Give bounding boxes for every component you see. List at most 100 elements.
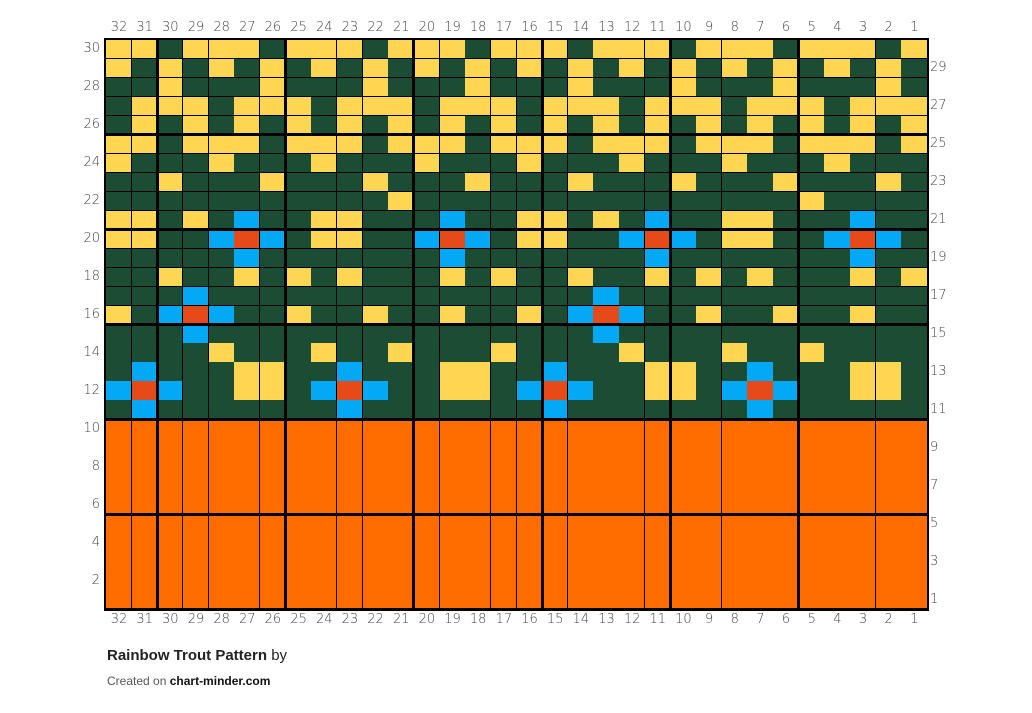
stitch-cell xyxy=(388,77,415,98)
stitch-cell xyxy=(182,438,210,458)
stitch-cell xyxy=(388,191,415,212)
stitch-cell xyxy=(413,590,441,610)
stitch-cell xyxy=(362,58,389,79)
stitch-cell xyxy=(234,590,261,610)
stitch-cell xyxy=(696,248,723,269)
column-label: 16 xyxy=(521,20,538,35)
stitch-cell xyxy=(234,571,261,591)
stitch-cell xyxy=(439,172,466,193)
stitch-cell xyxy=(439,134,466,155)
stitch-cell xyxy=(285,571,312,591)
stitch-cell xyxy=(644,571,671,591)
stitch-cell xyxy=(542,438,569,458)
stitch-cell xyxy=(208,248,235,269)
stitch-cell xyxy=(850,134,877,155)
stitch-cell xyxy=(850,96,877,117)
stitch-cell xyxy=(670,267,697,288)
column-label: 29 xyxy=(187,612,205,627)
stitch-cell xyxy=(721,229,748,250)
stitch-cell xyxy=(773,476,800,496)
stitch-cell xyxy=(465,96,492,117)
stitch-cell xyxy=(285,381,312,401)
stitch-cell xyxy=(259,476,287,496)
stitch-cell xyxy=(439,571,466,591)
stitch-cell xyxy=(850,58,877,79)
stitch-cell xyxy=(234,191,261,212)
stitch-cell xyxy=(619,191,646,212)
stitch-cell xyxy=(593,381,620,401)
stitch-cell xyxy=(413,286,441,307)
stitch-cell xyxy=(542,286,569,307)
stitch-cell xyxy=(336,267,364,288)
stitch-cell xyxy=(465,381,492,401)
stitch-cell xyxy=(388,343,415,363)
column-label: 4 xyxy=(833,20,842,35)
stitch-cell xyxy=(824,96,851,117)
stitch-cell xyxy=(619,134,646,155)
stitch-cell xyxy=(850,381,877,401)
stitch-cell xyxy=(388,457,415,477)
stitch-cell xyxy=(182,476,210,496)
stitch-cell xyxy=(567,419,594,439)
stitch-cell xyxy=(516,229,543,250)
stitch-cell xyxy=(619,96,646,117)
stitch-cell xyxy=(644,324,671,344)
stitch-cell xyxy=(336,552,364,572)
stitch-cell xyxy=(208,476,235,496)
stitch-cell xyxy=(824,571,851,591)
stitch-cell xyxy=(593,286,620,307)
stitch-cell xyxy=(619,419,646,439)
stitch-cell xyxy=(336,419,364,439)
stitch-cell xyxy=(157,590,184,610)
stitch-cell xyxy=(388,419,415,439)
column-label: 17 xyxy=(495,612,513,627)
stitch-cell xyxy=(439,40,466,60)
stitch-cell xyxy=(593,77,620,98)
stitch-cell xyxy=(593,362,620,382)
stitch-cell xyxy=(490,343,517,363)
stitch-cell xyxy=(670,248,697,269)
stitch-cell xyxy=(516,191,543,212)
stitch-cell xyxy=(773,134,800,155)
site-link[interactable]: chart-minder.com xyxy=(169,674,271,688)
stitch-cell xyxy=(182,58,210,79)
stitch-cell xyxy=(336,229,364,250)
stitch-cell xyxy=(362,248,389,269)
row-label: 16 xyxy=(83,307,100,323)
stitch-cell xyxy=(106,77,133,98)
stitch-cell xyxy=(875,362,902,382)
stitch-cell xyxy=(875,457,902,477)
stitch-cell xyxy=(798,457,825,477)
column-label: 9 xyxy=(704,612,714,627)
stitch-cell xyxy=(593,191,620,212)
stitch-cell xyxy=(362,457,389,477)
stitch-cell xyxy=(490,457,517,477)
stitch-cell xyxy=(490,533,517,553)
stitch-cell xyxy=(875,191,902,212)
stitch-cell xyxy=(208,40,235,60)
stitch-cell xyxy=(542,77,569,98)
stitch-cell xyxy=(516,590,543,610)
stitch-cell xyxy=(131,590,158,610)
stitch-cell xyxy=(106,419,133,439)
stitch-cell xyxy=(644,96,671,117)
stitch-cell xyxy=(670,324,697,344)
stitch-cell xyxy=(670,77,697,98)
stitch-cell xyxy=(824,438,851,458)
column-label: 10 xyxy=(675,20,692,35)
stitch-cell xyxy=(798,571,825,591)
stitch-cell xyxy=(696,324,723,344)
stitch-cell xyxy=(157,229,184,250)
stitch-cell xyxy=(490,153,517,174)
stitch-cell xyxy=(285,552,312,572)
stitch-cell xyxy=(824,40,851,60)
stitch-cell xyxy=(644,153,671,174)
stitch-cell xyxy=(336,438,364,458)
stitch-cell xyxy=(362,134,389,155)
stitch-cell xyxy=(516,172,543,193)
stitch-cell xyxy=(465,267,492,288)
stitch-cell xyxy=(157,58,184,79)
stitch-cell xyxy=(773,286,800,307)
stitch-cell xyxy=(336,77,364,98)
stitch-cell xyxy=(182,153,210,174)
